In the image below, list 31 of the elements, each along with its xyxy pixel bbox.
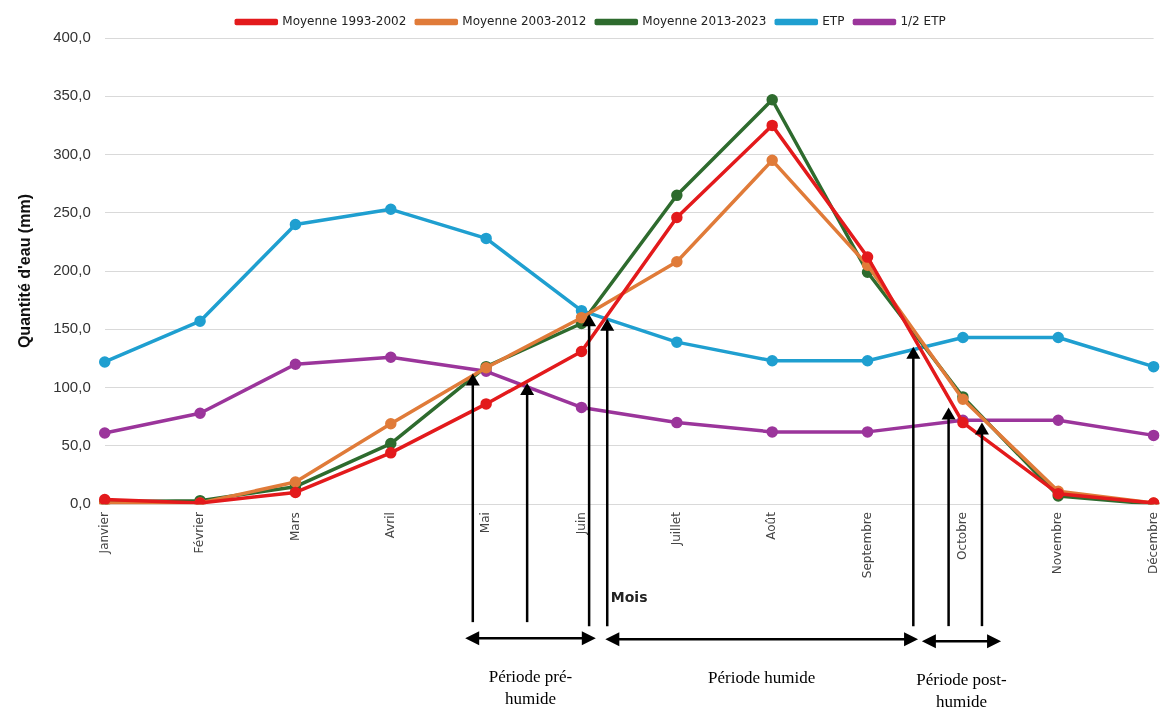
x-tick-label: Mars — [287, 512, 302, 542]
y-tick-label: 50,0 — [61, 436, 91, 454]
legend-label: Moyenne 1993-2002 — [282, 14, 407, 29]
y-tick-label: 350,0 — [53, 86, 91, 104]
legend-label: 1/2 ETP — [900, 14, 946, 29]
y-axis-title: Quantité d'eau (mm) — [16, 194, 34, 349]
x-tick-label: Août — [764, 511, 779, 540]
legend-label: ETP — [822, 14, 845, 29]
x-tick-label: Novembre — [1050, 512, 1065, 575]
text: Période pré-humide — [487, 666, 574, 708]
x-axis-title: Mois — [610, 589, 648, 606]
text: Période humide — [707, 667, 817, 690]
x-tick-label: Décembre — [1145, 512, 1160, 575]
y-tick-label: 0,0 — [69, 494, 91, 512]
x-tick-label: Octobre — [955, 512, 970, 560]
x-tick-label: Mai — [478, 512, 493, 534]
text: Période post-humide — [915, 669, 1008, 708]
legend-label: Moyenne 2003-2012 — [462, 14, 587, 29]
y-tick-label: 300,0 — [53, 144, 91, 162]
y-tick-label: 150,0 — [53, 319, 91, 337]
x-tick-label: Janvier — [96, 512, 111, 555]
x-tick-label: Juillet — [668, 511, 683, 547]
y-tick-label: 200,0 — [53, 261, 91, 279]
x-tick-label: Avril — [382, 512, 397, 539]
y-tick-label: 250,0 — [53, 202, 91, 220]
y-tick-label: 400,0 — [53, 28, 91, 46]
x-tick-label: Juin — [573, 512, 588, 536]
legend-label: Moyenne 2013-2023 — [642, 14, 767, 29]
x-tick-label: Février — [192, 512, 207, 554]
x-tick-label: Septembre — [859, 512, 874, 579]
y-tick-label: 100,0 — [53, 377, 91, 395]
